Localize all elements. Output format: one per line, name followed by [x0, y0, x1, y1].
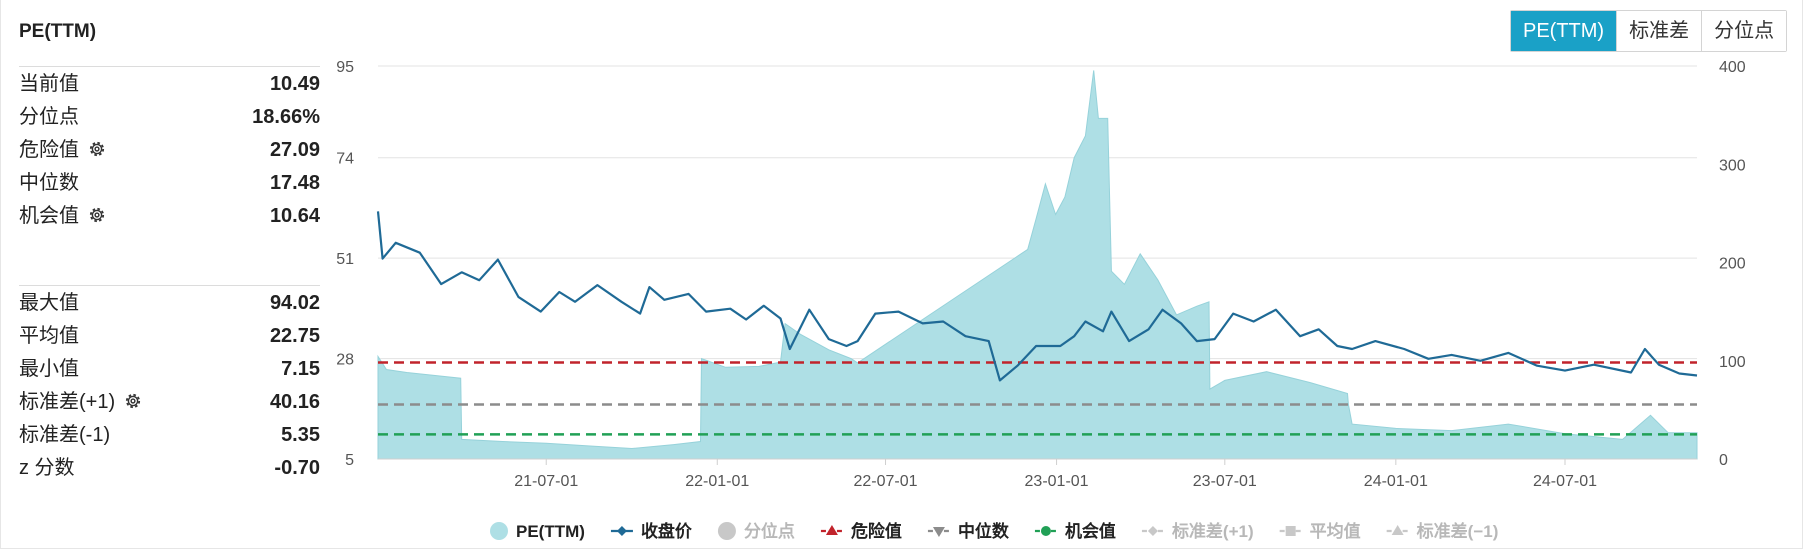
stat-row-current: 当前值 10.49	[19, 68, 320, 101]
stat-row-max: 最大值 94.02	[19, 287, 320, 320]
x-tick-label: 23-07-01	[1193, 473, 1257, 490]
stats-bottom: 最大值 94.02 平均值 22.75 最小值 7.15 标准差(+1) 40.…	[19, 287, 320, 485]
legend-item: 机会值	[1034, 521, 1116, 541]
legend-item: 中位数	[927, 521, 1010, 541]
svg-text:标准差(+1): 标准差(+1)	[1172, 521, 1254, 541]
svg-text:危险值: 危险值	[850, 521, 902, 541]
stat-row-median: 中位数 17.48	[19, 167, 320, 200]
stat-value: 10.49	[269, 73, 320, 95]
stat-value: 22.75	[269, 325, 320, 347]
stat-value: 5.35	[281, 424, 320, 446]
y-left-tick-label: 28	[336, 352, 354, 369]
svg-text:收盘价: 收盘价	[641, 521, 693, 541]
x-tick-label: 24-01-01	[1364, 473, 1428, 490]
y-left-tick-label: 74	[336, 151, 354, 168]
stat-value: 10.64	[269, 205, 320, 227]
stat-row-zscore: z 分数 -0.70	[19, 452, 320, 485]
stat-label: 最大值	[19, 292, 79, 314]
x-tick-label: 22-01-01	[685, 473, 749, 490]
y-right-tick-label: 400	[1719, 59, 1746, 76]
x-tick-label: 24-07-01	[1533, 473, 1597, 490]
svg-text:机会值: 机会值	[1065, 521, 1116, 541]
close-price-line	[376, 211, 1698, 382]
pe-ttm-area	[377, 70, 1698, 460]
stat-row-min: 最小值 7.15	[19, 353, 320, 386]
legend-item: 标准差(+1)	[1141, 521, 1254, 541]
stat-value: -0.70	[274, 457, 320, 479]
x-tick-label: 22-07-01	[853, 473, 917, 490]
stat-label: 标准差(+1)	[19, 391, 116, 413]
svg-text:平均值: 平均值	[1310, 521, 1361, 541]
svg-text:PE(TTM): PE(TTM)	[516, 522, 585, 541]
legend-item: 分位点	[717, 521, 795, 541]
legend-item: 收盘价	[610, 521, 693, 541]
stat-label: 危险值	[19, 139, 79, 161]
stat-row-percentile: 分位点 18.66%	[19, 101, 320, 134]
stat-value: 7.15	[281, 358, 320, 380]
stat-label: z 分数	[19, 457, 75, 479]
stat-label: 平均值	[19, 325, 79, 347]
stat-label: 分位点	[19, 106, 79, 128]
stat-label: 最小值	[19, 358, 79, 380]
stat-value: 40.16	[269, 391, 320, 413]
y-left-tick-label: 51	[336, 251, 354, 268]
tab-percentile[interactable]: 分位点	[1701, 11, 1787, 51]
svg-text:标准差(−1): 标准差(−1)	[1417, 521, 1499, 541]
stat-label: 当前值	[19, 73, 79, 95]
svg-text:中位数: 中位数	[958, 521, 1010, 541]
stats-top: 当前值 10.49 分位点 18.66% 危险值 27.09 中位数 17.48…	[19, 68, 320, 233]
divider	[19, 66, 320, 67]
tab-pe-ttm[interactable]: PE(TTM)	[1511, 11, 1617, 51]
gear-icon[interactable]	[87, 139, 107, 159]
stat-label: 中位数	[19, 172, 79, 194]
stat-row-mean: 平均值 22.75	[19, 320, 320, 353]
x-tick-label: 23-01-01	[1025, 473, 1089, 490]
legend-item: 标准差(−1)	[1386, 521, 1499, 541]
svg-text:分位点: 分位点	[744, 521, 795, 541]
legend-item: 危险值	[820, 521, 902, 541]
gear-icon[interactable]	[123, 391, 143, 411]
stat-value: 27.09	[269, 139, 320, 161]
panel-title: PE(TTM)	[19, 21, 97, 42]
stat-label: 机会值	[19, 205, 79, 227]
gear-icon[interactable]	[87, 205, 107, 225]
y-left-tick-label: 5	[345, 452, 354, 469]
legend-item: 平均值	[1279, 521, 1361, 541]
y-right-tick-label: 0	[1719, 452, 1728, 469]
stat-value: 94.02	[269, 292, 320, 314]
stat-row-std-minus: 标准差(-1) 5.35	[19, 419, 320, 452]
y-right-tick-label: 300	[1719, 157, 1746, 174]
stat-value: 17.48	[269, 172, 320, 194]
x-tick-label: 21-07-01	[514, 473, 578, 490]
y-right-tick-label: 200	[1719, 256, 1746, 273]
metric-tabs: PE(TTM) 标准差 分位点	[1510, 10, 1788, 52]
stat-value: 18.66%	[252, 106, 320, 128]
legend-item: PE(TTM)	[490, 522, 585, 541]
y-right-tick-label: 100	[1719, 354, 1746, 371]
stat-row-opportunity: 机会值 10.64	[19, 200, 320, 233]
divider	[19, 285, 320, 286]
y-left-tick-label: 95	[336, 59, 354, 76]
tab-std-dev[interactable]: 标准差	[1616, 11, 1702, 51]
stat-label: 标准差(-1)	[19, 424, 111, 446]
stat-row-danger: 危险值 27.09	[19, 134, 320, 167]
stat-row-std-plus: 标准差(+1) 40.16	[19, 386, 320, 419]
